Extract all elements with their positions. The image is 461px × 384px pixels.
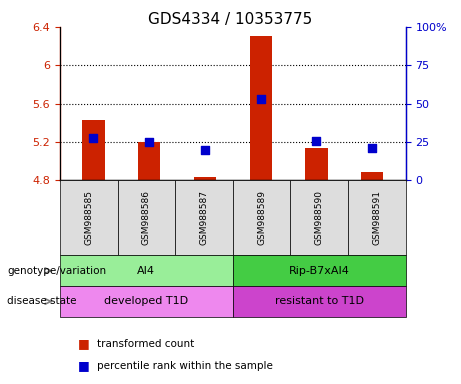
Text: ■: ■ [78, 359, 90, 372]
Bar [361, 172, 384, 180]
Text: GSM988591: GSM988591 [372, 190, 381, 245]
Text: transformed count: transformed count [97, 339, 194, 349]
Point [368, 145, 376, 151]
Point [257, 96, 264, 102]
Text: percentile rank within the sample: percentile rank within the sample [97, 361, 273, 371]
Point [201, 147, 209, 153]
Bar [305, 148, 328, 180]
Text: AI4: AI4 [137, 266, 155, 276]
Point [313, 138, 320, 144]
Text: genotype/variation: genotype/variation [7, 266, 106, 276]
Text: GSM988590: GSM988590 [315, 190, 324, 245]
Bar [82, 120, 105, 180]
Text: GSM988587: GSM988587 [200, 190, 208, 245]
Text: ■: ■ [78, 337, 90, 350]
Text: GDS4334 / 10353775: GDS4334 / 10353775 [148, 12, 313, 26]
Text: GSM988585: GSM988585 [84, 190, 93, 245]
Text: GSM988586: GSM988586 [142, 190, 151, 245]
Text: GSM988589: GSM988589 [257, 190, 266, 245]
Bar [194, 177, 216, 180]
Point [90, 135, 97, 141]
Bar [249, 36, 272, 180]
Text: developed T1D: developed T1D [104, 296, 189, 306]
Text: disease state: disease state [7, 296, 77, 306]
Text: Rip-B7xAI4: Rip-B7xAI4 [289, 266, 350, 276]
Point [146, 139, 153, 145]
Text: resistant to T1D: resistant to T1D [275, 296, 364, 306]
Bar [138, 142, 160, 180]
